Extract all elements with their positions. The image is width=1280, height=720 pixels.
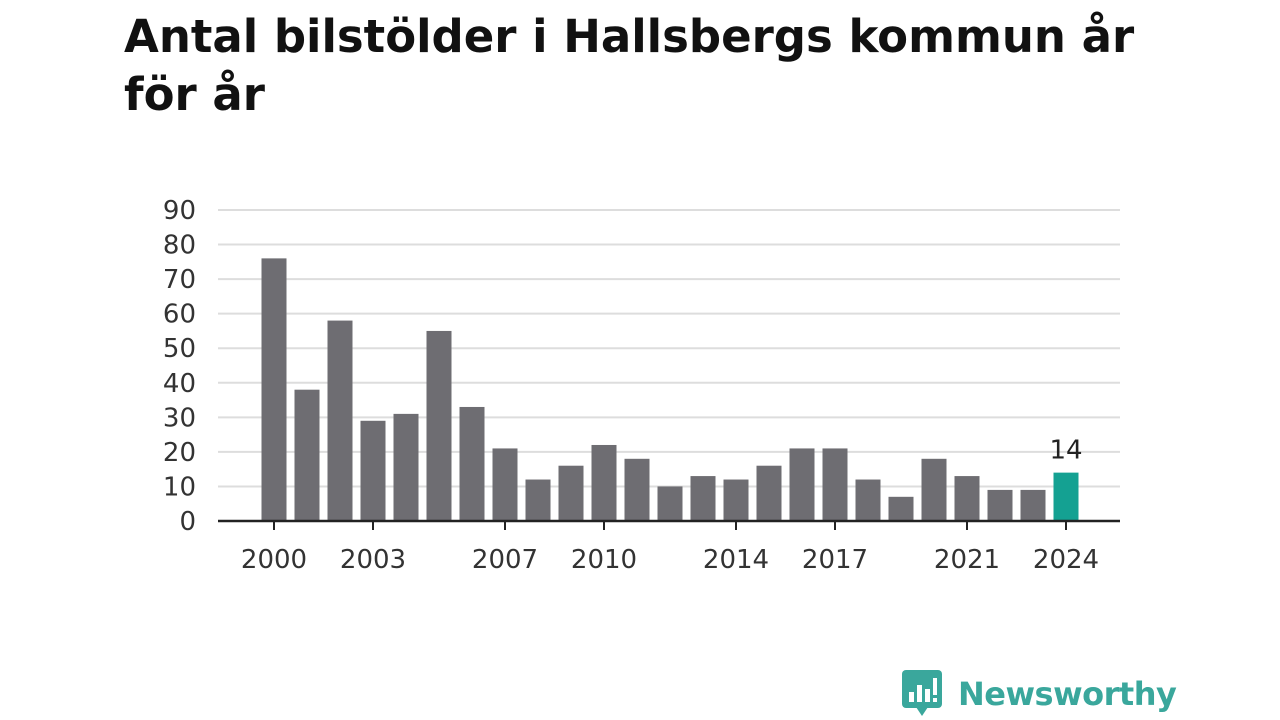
bar-2000 [261,258,287,521]
x-axis: 2000 2003 2007 2010 2014 2017 2021 2024 [218,519,1120,575]
bar-2015 [756,465,782,521]
gridlines [218,209,1120,488]
bars [261,258,1079,521]
bar-2019 [888,496,914,521]
bar-2024 [1053,472,1079,521]
bar-2002 [327,320,353,521]
bar-2022 [987,489,1013,521]
y-tick-label-70: 70 [163,265,196,295]
bar-2006 [459,406,485,521]
x-tick-label-2021: 2021 [934,545,1000,575]
bar-2021 [954,476,980,521]
x-tick-label-2024: 2024 [1033,545,1099,575]
bar-chart: 0 10 20 30 40 50 60 70 80 90 2000 2003 2007 2010 2014… [163,196,1120,575]
y-tick-label-50: 50 [163,334,196,364]
y-tick-label-10: 10 [163,472,196,502]
x-tick-label-2010: 2010 [571,545,637,575]
brand-name: Newsworthy [958,675,1177,713]
bar-2008 [525,479,551,521]
x-tick-label-2014: 2014 [703,545,769,575]
y-tick-label-60: 60 [163,300,196,330]
bar-2009 [558,465,584,521]
y-tick-label-20: 20 [163,438,196,468]
bar-2001 [294,389,320,521]
data-labels: 14 [1049,436,1082,466]
bar-2011 [624,458,650,521]
bar-2004 [393,413,419,521]
bar-2023 [1020,489,1046,521]
bar-2013 [690,476,716,521]
y-tick-label-90: 90 [163,196,196,226]
x-tick-label-2017: 2017 [802,545,868,575]
newsworthy-logo: Newsworthy [902,670,1177,718]
bar-2016 [789,448,815,521]
x-tick-label-2007: 2007 [472,545,538,575]
bar-2012 [657,486,683,521]
y-tick-label-80: 80 [163,231,196,261]
bar-2010 [591,444,617,521]
newsworthy-logo-icon [902,670,942,716]
y-tick-label-30: 30 [163,403,196,433]
bar-2020 [921,458,947,521]
bar-2003 [360,420,386,521]
bar-2014 [723,479,749,521]
y-tick-label-0: 0 [179,507,196,537]
bar-2007 [492,448,518,521]
y-axis-ticks: 0 10 20 30 40 50 60 70 80 90 [163,196,196,537]
data-label-2024: 14 [1049,436,1082,466]
bar-2017 [822,448,848,521]
chart-title: Antal bilstölder i Hallsbergs kommun år … [124,10,1135,121]
bar-2005 [426,330,452,521]
y-tick-label-40: 40 [163,369,196,399]
bar-2018 [855,479,881,521]
x-tick-label-2003: 2003 [340,545,406,575]
x-tick-label-2000: 2000 [241,545,307,575]
